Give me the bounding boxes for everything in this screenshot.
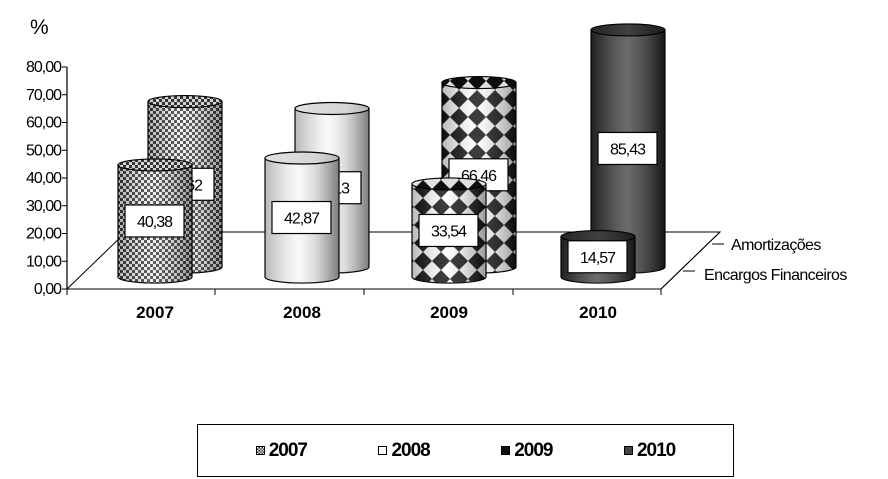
legend-label-2007: 2007: [268, 439, 308, 461]
x-tick-label: 2009: [430, 303, 468, 322]
svg-text:33,54: 33,54: [431, 223, 467, 240]
legend-item-2010: 2010: [623, 439, 676, 462]
data-label: 33,54: [418, 213, 479, 248]
x-tick-label: 2008: [283, 303, 321, 322]
depth-axis-line: [660, 231, 721, 290]
legend: 2007 2008 2009 2010: [197, 424, 734, 477]
x-tick-label: 2007: [136, 303, 174, 322]
data-label: 42,87: [271, 200, 332, 235]
data-label: 40,38: [124, 204, 185, 238]
legend-swatch-2010: [623, 446, 633, 455]
legend-item-2007: 2007: [255, 439, 308, 462]
y-tick-label: 70,00: [26, 87, 62, 104]
data-label: 14,57: [567, 240, 628, 274]
svg-text:14,57: 14,57: [580, 250, 616, 267]
depth-label-encargos: Encargos Financeiros: [704, 267, 847, 284]
chart-plot: % Amortizações Encargos Financeiros 0,00…: [26, 16, 848, 322]
y-tick-label: 60,00: [26, 115, 62, 132]
y-tick-label: 30,00: [26, 198, 62, 215]
legend-swatch-2009: [501, 446, 511, 455]
y-axis-ticks: 0,00 10,00 20,00 30,00 40,00 50,00 60,00 70,00 8…: [26, 59, 67, 298]
svg-text:40,38: 40,38: [137, 214, 173, 231]
svg-text:42,87: 42,87: [284, 211, 320, 228]
legend-item-2008: 2008: [378, 439, 431, 462]
legend-item-2009: 2009: [501, 439, 554, 462]
y-tick-label: 40,00: [26, 170, 62, 187]
legend-swatch-2007: [255, 446, 265, 455]
legend-label-2010: 2010: [636, 439, 676, 461]
legend-label-2008: 2008: [391, 439, 430, 461]
svg-text:85,43: 85,43: [610, 141, 646, 158]
legend-swatch-2008: [378, 446, 388, 455]
legend-label-2009: 2009: [514, 439, 553, 461]
x-tick-label: 2010: [579, 303, 617, 322]
y-tick-label: 50,00: [26, 142, 62, 159]
y-unit-label: %: [30, 16, 49, 39]
y-tick-label: 80,00: [26, 59, 62, 76]
y-tick-label: 20,00: [26, 226, 62, 243]
depth-label-amortizacoes: Amortizações: [731, 237, 821, 254]
y-tick-label: 0,00: [34, 281, 62, 298]
x-axis-ticks: 2007 2008 2009 2010: [66, 289, 662, 322]
y-tick-label: 10,00: [26, 253, 62, 270]
data-label: 85,43: [597, 131, 658, 166]
